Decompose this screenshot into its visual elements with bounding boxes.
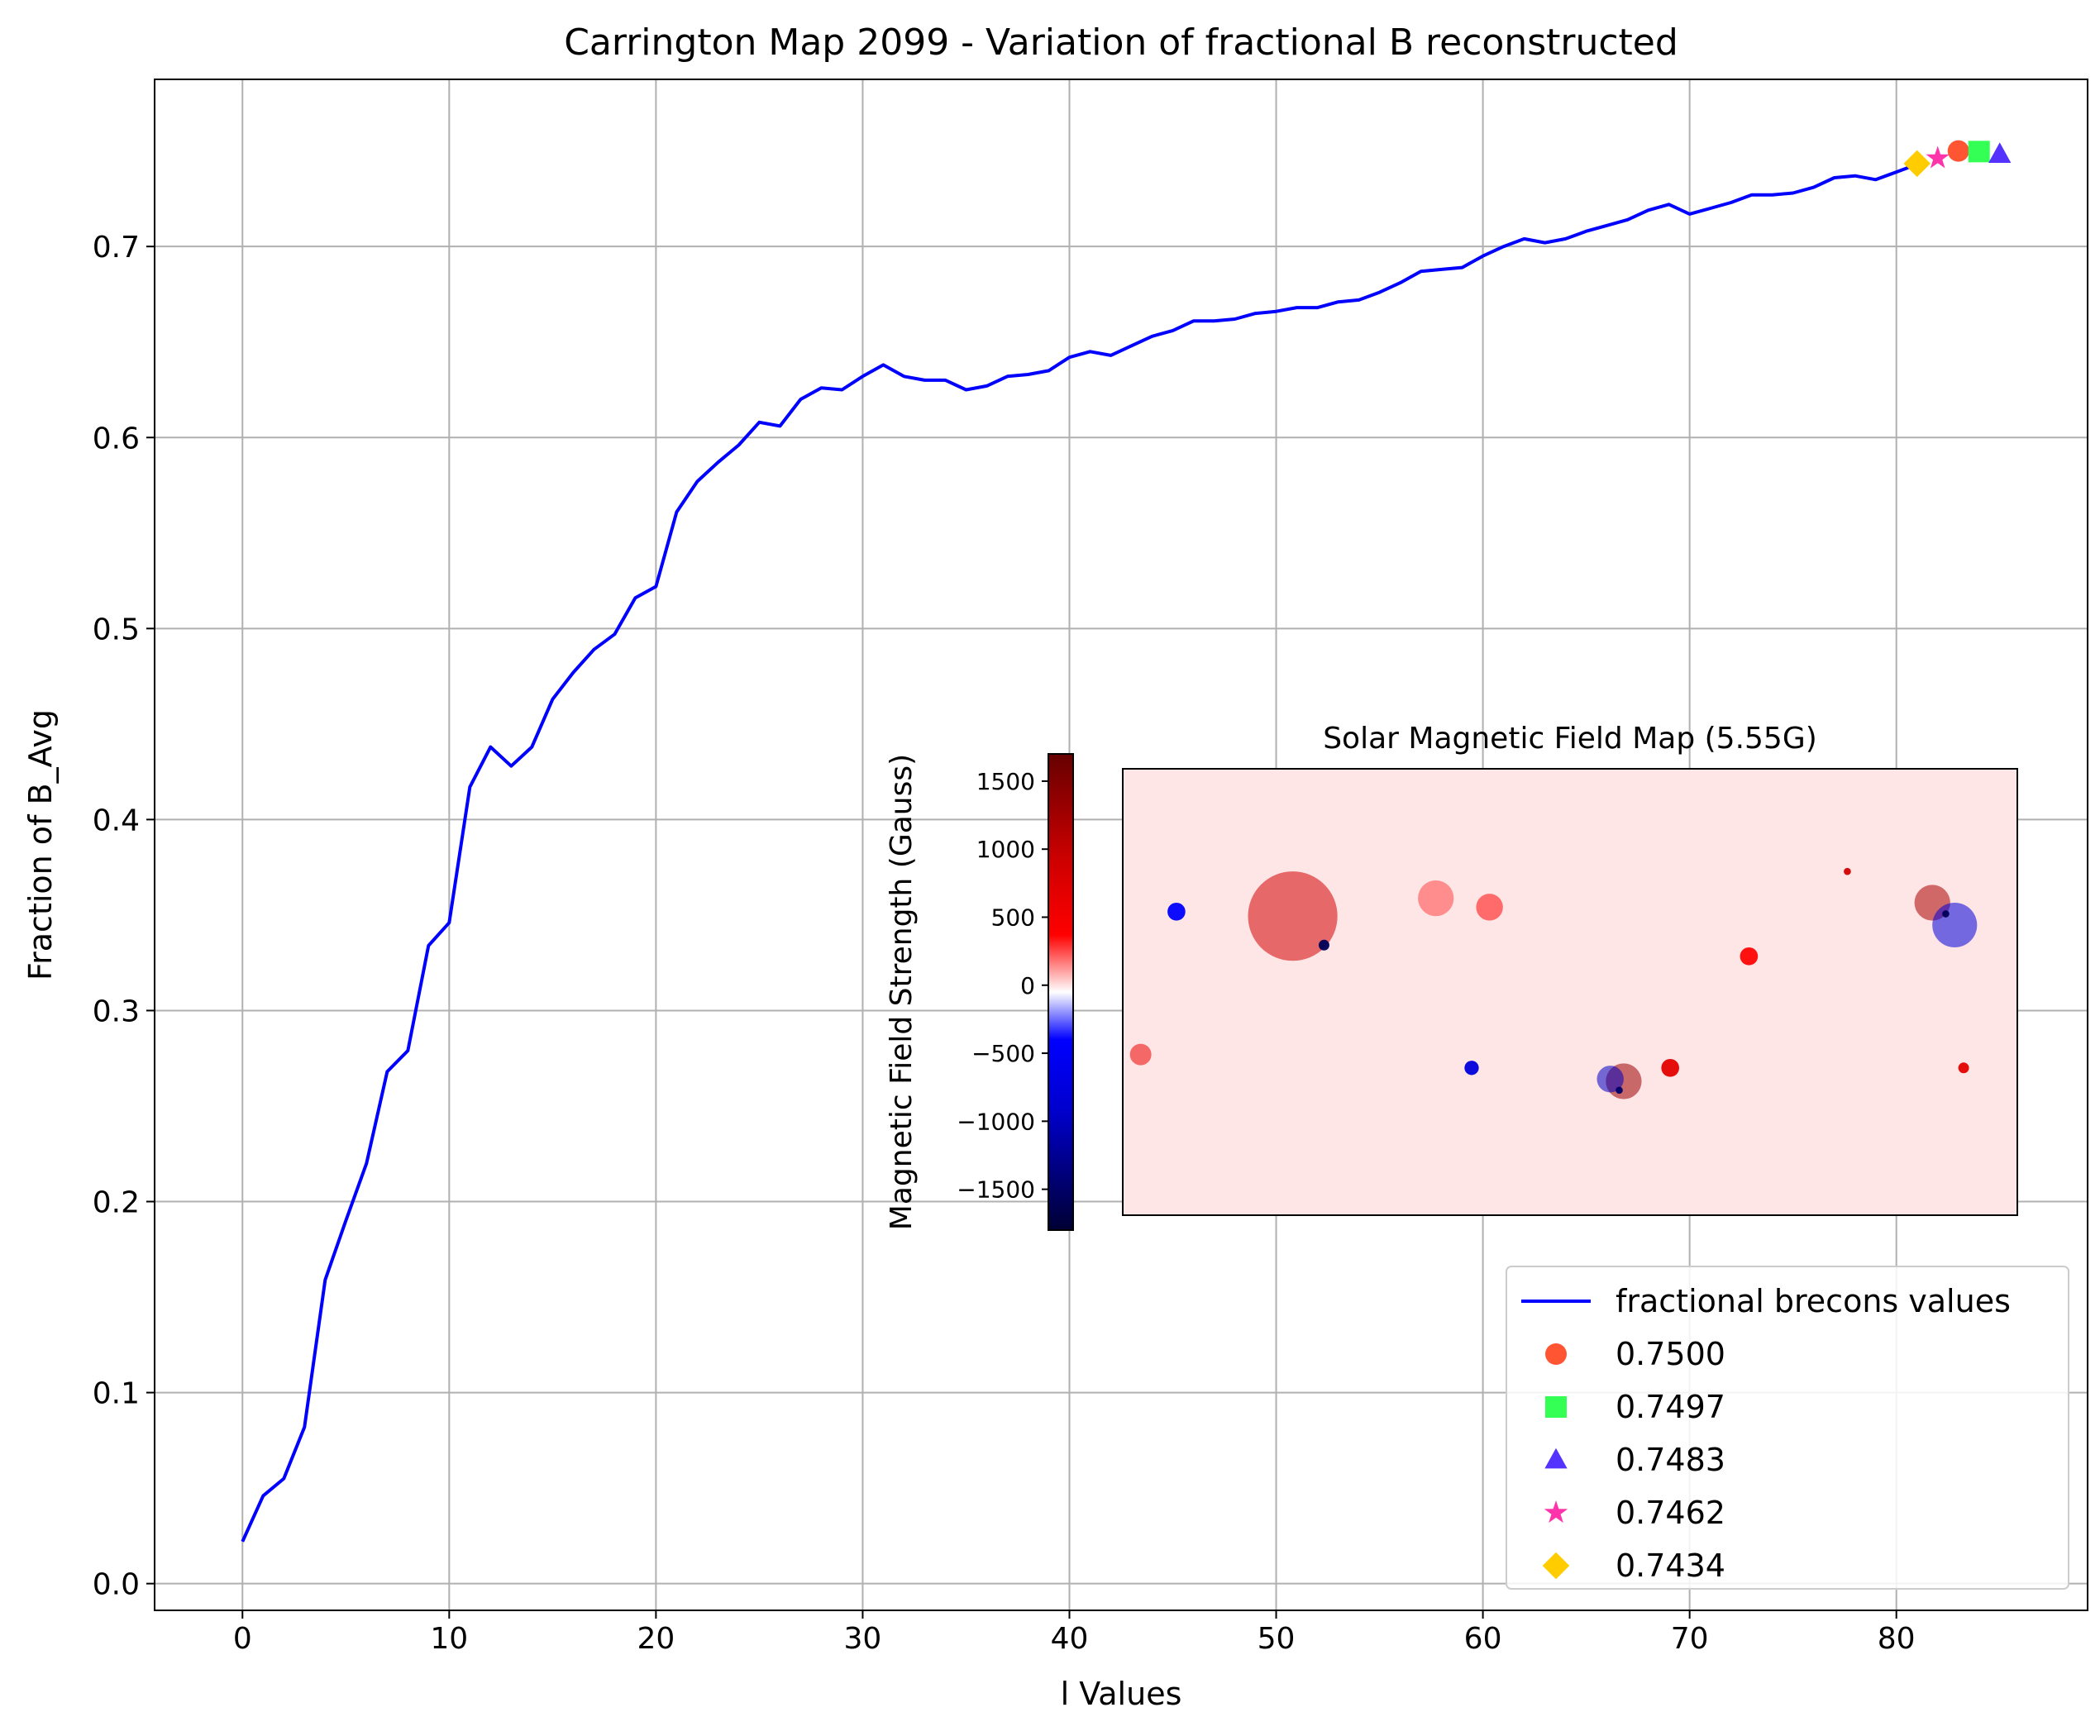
marker-layer <box>1903 140 2012 178</box>
colorbar-tick-label: 1500 <box>976 768 1035 795</box>
legend-box <box>1506 1266 2069 1590</box>
magnetic-region <box>1248 871 1338 961</box>
magnetic-region <box>1476 894 1503 921</box>
marker-point-circle <box>1947 140 1969 162</box>
plot-frame <box>154 79 2088 1611</box>
magnetic-region <box>1661 1058 1680 1077</box>
series-layer <box>241 162 1918 1543</box>
legend-marker-star <box>1544 1500 1568 1524</box>
heatmap-frame <box>1122 768 2018 1216</box>
colorbar-tick-label: −1500 <box>957 1176 1035 1204</box>
legend-marker-triangle <box>1544 1447 1568 1469</box>
colorbar-ticks: 1500 1000 500 0 −500 −1000 −1500 <box>957 768 1048 1204</box>
magnetic-region <box>1958 1062 1969 1074</box>
y-axis-ticks: 0.0 0.1 0.2 0.3 0.4 0.5 0.6 0.7 <box>93 231 155 1602</box>
colorbar-label: Magnetic Field Strength (Gauss) <box>885 754 919 1230</box>
y-tick-label: 0.6 <box>93 422 140 455</box>
magnetic-region <box>1167 902 1186 921</box>
legend-label: 0.7500 <box>1616 1336 1725 1372</box>
inset-title: Solar Magnetic Field Map (5.55G) <box>1323 722 1817 756</box>
legend-label: 0.7497 <box>1616 1389 1725 1425</box>
legend: fractional brecons values 0.7500 0.7497 0.7… <box>1506 1266 2069 1590</box>
marker-point-diamond <box>1903 150 1931 178</box>
magnetic-field-heatmap <box>1123 769 2017 1215</box>
marker-point-star <box>1926 145 1950 169</box>
magnetic-region <box>1616 1086 1623 1095</box>
y-tick-label: 0.0 <box>93 1568 140 1602</box>
magnetic-region <box>1129 1043 1152 1066</box>
x-axis-label: l Values <box>1061 1676 1182 1712</box>
heatmap-background <box>1123 769 2017 1215</box>
magnetic-region <box>1596 1066 1624 1093</box>
magnetic-region <box>1942 910 1950 918</box>
legend-marker-diamond <box>1542 1552 1570 1580</box>
x-tick-label: 40 <box>1051 1622 1089 1656</box>
colorbar-tick-label: −1000 <box>957 1108 1035 1135</box>
x-tick-label: 60 <box>1464 1622 1502 1656</box>
colorbar-tick-label: −500 <box>971 1040 1035 1067</box>
legend-label: 0.7462 <box>1616 1495 1725 1531</box>
legend-label: 0.7434 <box>1616 1548 1725 1584</box>
marker-point-square <box>1968 141 1990 163</box>
legend-entries: fractional brecons values 0.7500 0.7497 0.7… <box>1521 1283 2011 1584</box>
y-tick-label: 0.1 <box>93 1377 140 1411</box>
legend-marker-square <box>1545 1396 1567 1418</box>
y-axis-label: Fraction of B_Avg <box>22 709 59 980</box>
colorbar <box>1048 753 1074 1231</box>
y-tick-label: 0.4 <box>93 804 140 837</box>
legend-marker-circle <box>1545 1343 1567 1365</box>
marker-point-triangle <box>1988 142 2012 163</box>
legend-label: fractional brecons values <box>1616 1283 2011 1319</box>
y-tick-label: 0.7 <box>93 231 140 265</box>
x-tick-label: 50 <box>1258 1622 1296 1656</box>
x-tick-label: 30 <box>844 1622 882 1656</box>
y-tick-label: 0.3 <box>93 994 140 1028</box>
magnetic-region <box>1844 867 1851 875</box>
x-tick-label: 80 <box>1878 1622 1916 1656</box>
x-tick-label: 10 <box>430 1622 468 1656</box>
magnetic-region <box>1740 947 1759 966</box>
y-tick-label: 0.2 <box>93 1186 140 1220</box>
x-tick-label: 70 <box>1671 1622 1709 1656</box>
magnetic-region <box>1418 880 1454 917</box>
colorbar-tick-label: 0 <box>1020 972 1035 999</box>
magnetic-region <box>1318 939 1329 951</box>
x-tick-label: 0 <box>233 1622 252 1656</box>
x-axis-ticks: 0 10 20 30 40 50 60 70 80 <box>233 1610 1916 1656</box>
magnetic-region <box>1464 1061 1479 1075</box>
magnetic-region <box>1932 902 1978 948</box>
chart-title: Carrington Map 2099 - Variation of fract… <box>564 21 1678 64</box>
y-tick-label: 0.5 <box>93 613 140 646</box>
legend-label: 0.7483 <box>1616 1442 1725 1478</box>
colorbar-tick-label: 1000 <box>976 836 1035 863</box>
series-line <box>241 162 1918 1543</box>
colorbar-tick-label: 500 <box>991 904 1035 931</box>
x-tick-label: 20 <box>637 1622 675 1656</box>
magnetic-field-inset: Solar Magnetic Field Map (5.55G) 1500 100… <box>885 722 2018 1231</box>
